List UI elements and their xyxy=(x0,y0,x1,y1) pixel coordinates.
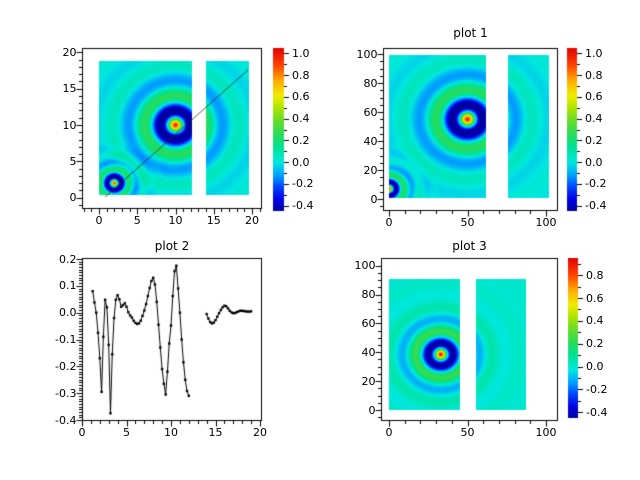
y-tick-label: 15 xyxy=(62,82,77,96)
x-tick-label: 0 xyxy=(95,213,103,227)
y-tick-label: 100 xyxy=(356,47,378,61)
y-tick-label: 80 xyxy=(361,288,376,302)
colorbar-tick-label: 0.4 xyxy=(586,314,604,328)
x-tick-label: 0 xyxy=(385,425,393,439)
y-tick-label: 0 xyxy=(368,403,376,417)
colorbar-tick-label: 0.2 xyxy=(292,133,310,147)
y-tick-label: 0.1 xyxy=(59,279,77,293)
colorbar-tick-label: -0.4 xyxy=(586,405,608,419)
colorbar-tick-label: 0.8 xyxy=(586,268,604,282)
colorbar-tick-label: 0.8 xyxy=(585,68,603,82)
x-tick-label: 15 xyxy=(208,425,223,439)
x-tick-label: 15 xyxy=(206,213,221,227)
y-tick-label: 0 xyxy=(69,191,77,205)
colorbar-tick-label: -0.2 xyxy=(585,177,607,191)
y-tick-label: 40 xyxy=(361,345,376,359)
y-tick-label: 10 xyxy=(62,118,77,132)
colorbar-tick-label: -0.2 xyxy=(292,177,314,191)
x-tick-label: 0 xyxy=(385,215,393,229)
x-tick-label: 50 xyxy=(460,425,475,439)
colorbar-tick-label: 1.0 xyxy=(585,46,603,60)
y-tick-label: 60 xyxy=(361,316,376,330)
y-tick-label: 80 xyxy=(363,76,378,90)
colorbar-tick-label: -0.4 xyxy=(292,199,314,213)
y-tick-label: 0.0 xyxy=(59,306,77,320)
colorbar-tick-label: 0.4 xyxy=(292,112,310,126)
colorbar-tick-label: 0.6 xyxy=(292,90,310,104)
y-tick-label: -0.2 xyxy=(55,359,77,373)
y-tick-label: 20 xyxy=(62,45,77,59)
x-tick-label: 50 xyxy=(460,215,475,229)
colorbar-tick-label: 0.0 xyxy=(586,360,604,374)
colorbar-tick-label: 0.2 xyxy=(585,133,603,147)
x-tick-label: 5 xyxy=(133,213,141,227)
y-tick-label: 100 xyxy=(354,259,376,273)
x-tick-label: 20 xyxy=(245,213,259,227)
colorbar-tick-label: 0.0 xyxy=(585,155,603,169)
x-tick-label: 10 xyxy=(168,213,183,227)
x-tick-label: 100 xyxy=(535,425,557,439)
subplot-2-title: plot 2 xyxy=(154,239,190,253)
y-tick-label: 20 xyxy=(363,163,378,177)
x-tick-label: 20 xyxy=(253,425,267,439)
y-tick-label: -0.4 xyxy=(55,413,77,427)
y-tick-label: 20 xyxy=(361,374,376,388)
colorbar-tick-label: 0.4 xyxy=(585,112,603,126)
colorbar-tick-label: -0.4 xyxy=(585,199,607,213)
x-tick-label: 0 xyxy=(78,425,86,439)
y-tick-label: 5 xyxy=(69,154,77,168)
y-tick-label: 0.2 xyxy=(59,252,77,266)
x-tick-label: 5 xyxy=(123,425,130,439)
colorbar-tick-label: 0.2 xyxy=(586,337,604,351)
colorbar-tick-label: -0.2 xyxy=(586,382,608,396)
subplot-1-title: plot 1 xyxy=(453,26,488,40)
y-tick-label: 60 xyxy=(363,105,378,119)
colorbar-tick-label: 1.0 xyxy=(292,46,310,60)
x-tick-label: 100 xyxy=(535,215,557,229)
colorbar-tick-label: 0.0 xyxy=(292,155,310,169)
y-tick-label: -0.1 xyxy=(55,333,77,346)
subplot-3-title: plot 3 xyxy=(452,239,487,253)
y-tick-label: 0 xyxy=(370,192,378,206)
colorbar-tick-label: 0.6 xyxy=(585,90,603,104)
colorbar-tick-label: 0.6 xyxy=(586,291,604,305)
y-tick-label: 40 xyxy=(363,134,378,148)
colorbar-tick-label: 0.8 xyxy=(292,68,310,82)
x-tick-label: 10 xyxy=(164,425,178,439)
y-tick-label: -0.3 xyxy=(55,386,77,400)
